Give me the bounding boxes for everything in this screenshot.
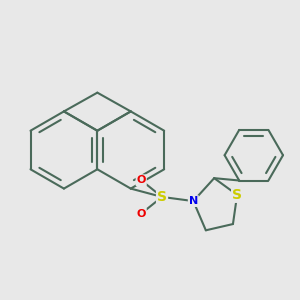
Text: N: N (189, 196, 198, 206)
Text: S: S (157, 190, 167, 204)
Text: O: O (136, 175, 146, 185)
Text: O: O (136, 208, 146, 219)
Text: S: S (232, 188, 242, 202)
